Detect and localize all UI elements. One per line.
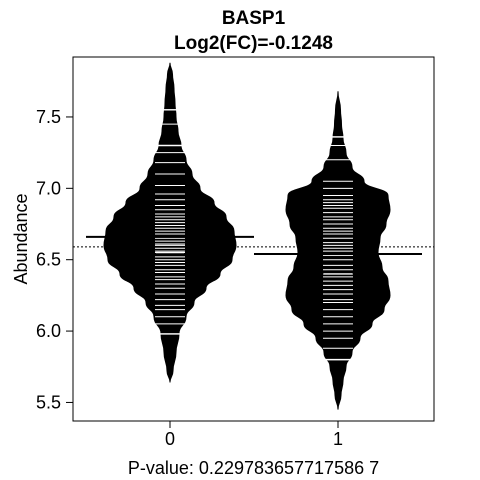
y-tick-label: 7.5 (36, 107, 61, 127)
chart-title: BASP1 (222, 8, 286, 29)
x-tick-label: 1 (333, 429, 343, 449)
plot-layer (73, 62, 434, 410)
y-tick-label: 7.0 (36, 178, 61, 198)
bean-density-1 (285, 91, 391, 410)
chart-subtitle: Log2(FC)=-0.1248 (174, 33, 333, 54)
x-axis-label: P-value: 0.229783657717586 7 (128, 458, 379, 478)
y-axis-label: Abundance (11, 193, 31, 284)
plot-frame (72, 56, 435, 422)
y-tick-label: 5.5 (36, 392, 61, 412)
y-tick-label: 6.5 (36, 250, 61, 270)
y-tick-label: 6.0 (36, 321, 61, 341)
x-tick-label: 0 (165, 429, 175, 449)
axes-layer: 5.5 6.0 6.5 7.0 7.5 0 1 (36, 107, 343, 449)
